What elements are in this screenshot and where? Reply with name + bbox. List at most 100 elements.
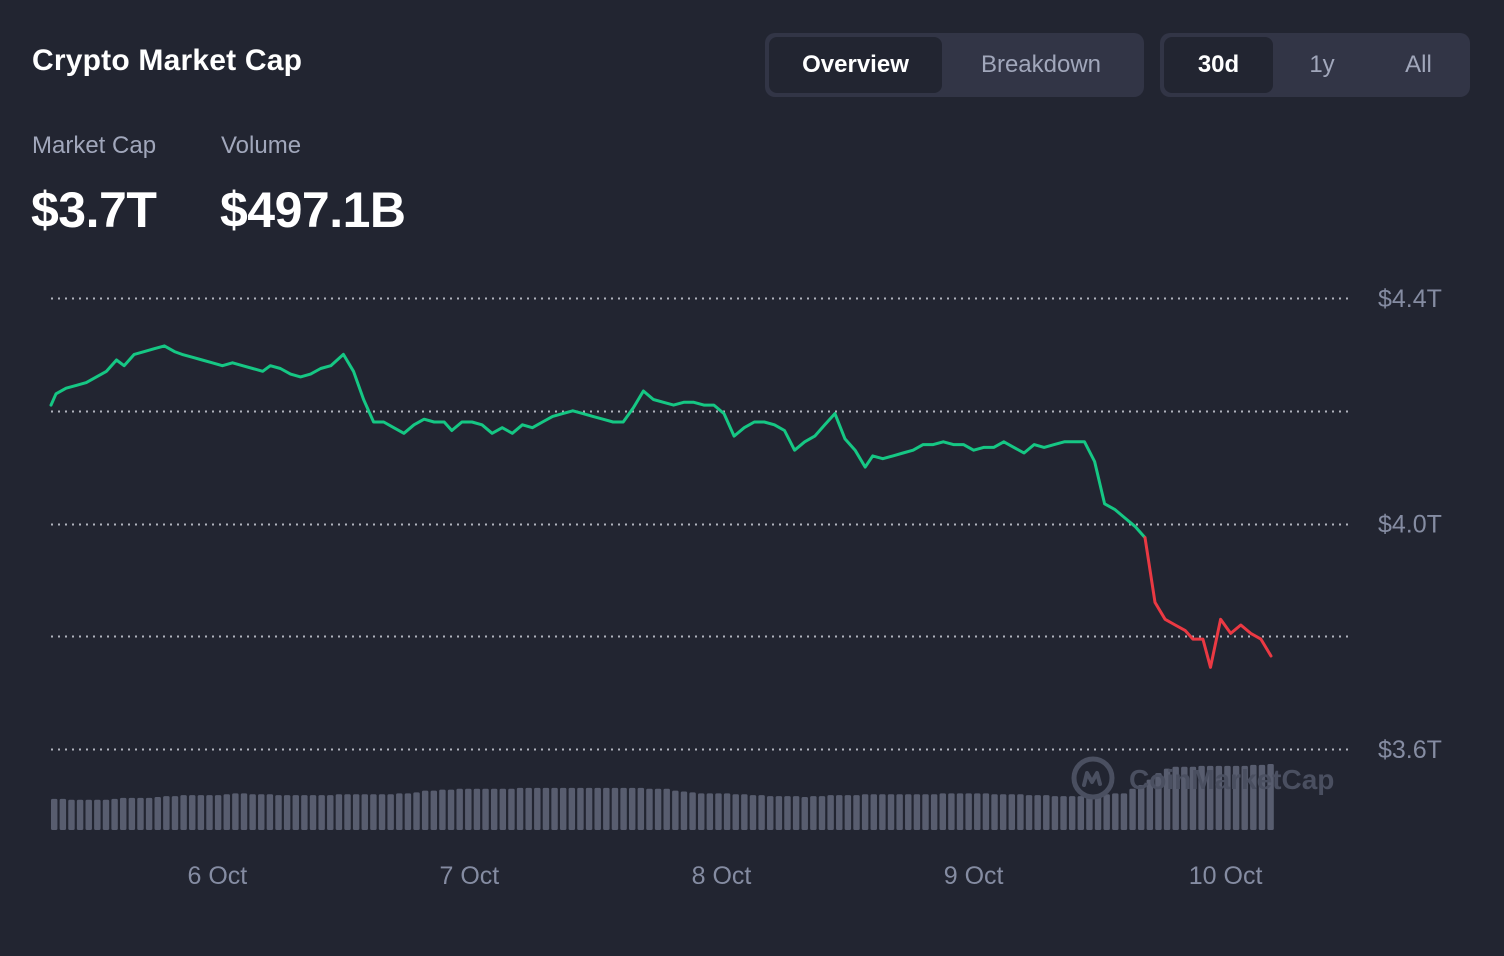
volume-bar [577, 787, 584, 830]
volume-bar [197, 795, 205, 830]
volume-bar [396, 793, 403, 830]
volume-bar [922, 794, 929, 830]
volume-bar [1250, 764, 1257, 830]
volume-bar [741, 794, 748, 830]
volume-bar [94, 799, 101, 830]
series-line-up [49, 344, 1147, 540]
volume-bar [1051, 796, 1059, 830]
volume-bar [767, 796, 774, 830]
volume-bar [404, 793, 412, 830]
volume-bar [206, 795, 213, 830]
tab-overview[interactable]: Overview [769, 37, 942, 93]
volume-bar [516, 787, 524, 830]
volume-bar [137, 797, 144, 830]
volume-bar [301, 795, 308, 830]
volume-bar [1163, 768, 1171, 830]
y-tick-label: $4.0T [1378, 511, 1442, 539]
volume-bar [853, 795, 860, 830]
volume-bar [1206, 765, 1214, 830]
volume-bar [603, 787, 610, 830]
volume-bar [982, 793, 990, 830]
volume-bar [1215, 765, 1223, 830]
volume-bar [102, 799, 110, 830]
market-cap-value: $3.7T [31, 182, 157, 238]
volume-bar [275, 795, 282, 830]
volume-value: $497.1B [220, 182, 406, 238]
volume-bar [1155, 773, 1162, 830]
volume-bar [283, 795, 291, 830]
volume-bar [59, 798, 67, 830]
volume-bar [801, 797, 808, 830]
volume-bar [1017, 794, 1024, 830]
volume-bar [439, 789, 446, 830]
volume-bar [1034, 795, 1041, 830]
volume-bar [991, 794, 998, 830]
volume-bar [1068, 796, 1076, 830]
volume-bar [258, 794, 265, 830]
volume-bar [1129, 788, 1136, 830]
volume-bar [1267, 764, 1274, 830]
volume-bar [76, 799, 84, 830]
volume-bar [318, 795, 325, 830]
range-tab-group: 30d 1y All [1160, 33, 1470, 97]
volume-bar [1241, 765, 1248, 830]
coinmarketcap-logo-icon [1071, 756, 1115, 800]
y-axis-ticks: $4.4T $4.0T $3.6T [1378, 285, 1442, 764]
x-tick-label: 9 Oct [944, 862, 1004, 890]
volume-bar [542, 787, 550, 830]
volume-bar [189, 795, 196, 830]
watermark-text: CoinMarketCap [1129, 764, 1334, 795]
volume-bar [266, 794, 274, 830]
volume-bar [1224, 765, 1231, 830]
volume-bar [111, 798, 118, 830]
volume-bar [672, 790, 679, 830]
volume-bar [827, 795, 834, 830]
volume-bar [413, 792, 420, 830]
volume-bar [723, 793, 731, 830]
volume-bar [85, 799, 92, 830]
volume-bar [1077, 796, 1085, 830]
volume-bar [775, 796, 783, 830]
volume-bar [1094, 795, 1102, 830]
volume-bar [861, 794, 869, 830]
tab-range-1y[interactable]: 1y [1309, 51, 1335, 78]
tab-range-30d[interactable]: 30d [1164, 37, 1273, 93]
volume-bar [1112, 793, 1119, 830]
volume-bar [974, 793, 981, 830]
volume-bar [930, 794, 938, 830]
volume-bar [637, 787, 645, 830]
y-tick-label: $4.4T [1378, 285, 1442, 313]
volume-bar [387, 794, 394, 830]
volume-bar [309, 795, 317, 830]
x-tick-label: 10 Oct [1189, 862, 1263, 890]
x-tick-label: 7 Oct [440, 862, 500, 890]
volume-bar [706, 793, 714, 830]
volume-bar [68, 799, 75, 830]
volume-bar [534, 787, 541, 830]
volume-bar [551, 787, 558, 830]
volume-bar [421, 790, 429, 830]
volume-bar [1198, 765, 1205, 830]
volume-bar [905, 794, 912, 830]
volume-bar [508, 788, 515, 830]
volume-bars [51, 764, 1274, 830]
volume-bar [525, 787, 532, 830]
volume-bar [378, 794, 386, 830]
volume-bar [844, 795, 852, 830]
volume-bar [292, 795, 299, 830]
volume-bar [482, 788, 489, 830]
volume-bar [120, 797, 127, 830]
volume-bar [913, 794, 921, 830]
tab-breakdown[interactable]: Breakdown [980, 51, 1102, 78]
volume-bar [128, 797, 136, 830]
volume-bar [965, 793, 972, 830]
volume-bar [1103, 794, 1110, 830]
volume-bar [594, 787, 601, 830]
volume-bar [896, 794, 903, 830]
tab-range-all[interactable]: All [1405, 51, 1432, 78]
volume-bar [611, 787, 619, 830]
volume-bar [335, 794, 343, 830]
volume-bar [818, 796, 826, 830]
volume-bar [240, 793, 248, 830]
